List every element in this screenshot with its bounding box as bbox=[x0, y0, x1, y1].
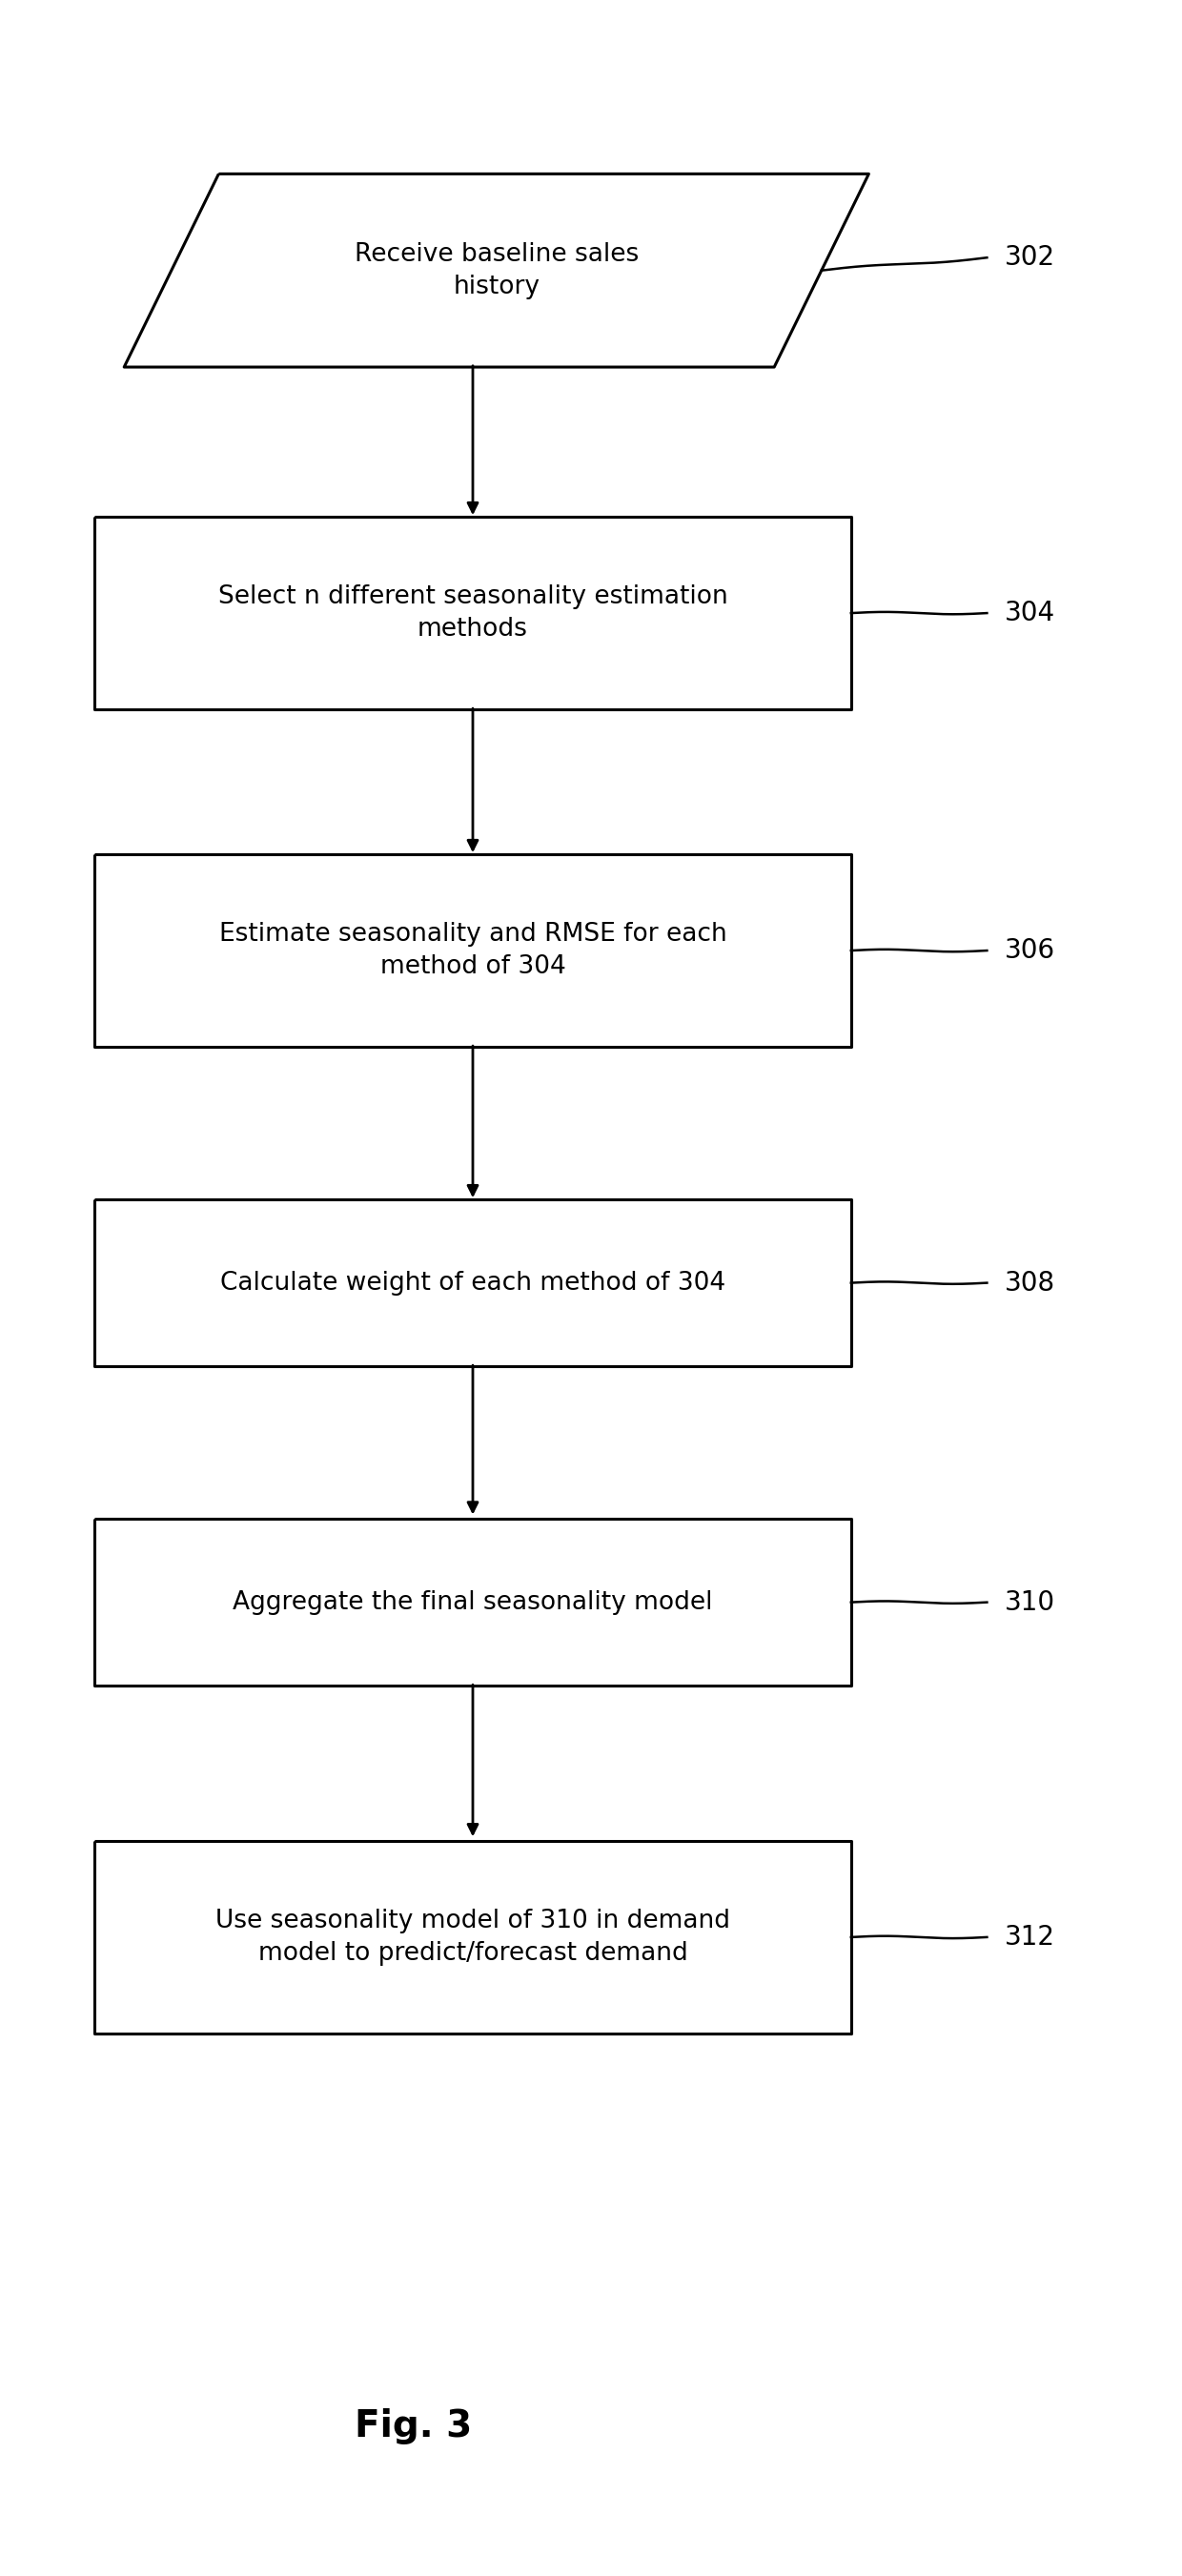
Text: 310: 310 bbox=[1005, 1589, 1056, 1615]
Text: 302: 302 bbox=[1005, 245, 1056, 270]
Text: Select n different seasonality estimation
methods: Select n different seasonality estimatio… bbox=[217, 585, 728, 641]
Text: 306: 306 bbox=[1005, 938, 1056, 963]
Text: Aggregate the final seasonality model: Aggregate the final seasonality model bbox=[233, 1589, 713, 1615]
Text: Calculate weight of each method of 304: Calculate weight of each method of 304 bbox=[220, 1270, 726, 1296]
Text: Receive baseline sales
history: Receive baseline sales history bbox=[355, 242, 638, 299]
Text: 312: 312 bbox=[1005, 1924, 1056, 1950]
Text: Use seasonality model of 310 in demand
model to predict/forecast demand: Use seasonality model of 310 in demand m… bbox=[215, 1909, 730, 1965]
Text: 304: 304 bbox=[1005, 600, 1056, 626]
Text: Fig. 3: Fig. 3 bbox=[355, 2409, 473, 2445]
Text: Estimate seasonality and RMSE for each
method of 304: Estimate seasonality and RMSE for each m… bbox=[219, 922, 727, 979]
Text: 308: 308 bbox=[1005, 1270, 1056, 1296]
